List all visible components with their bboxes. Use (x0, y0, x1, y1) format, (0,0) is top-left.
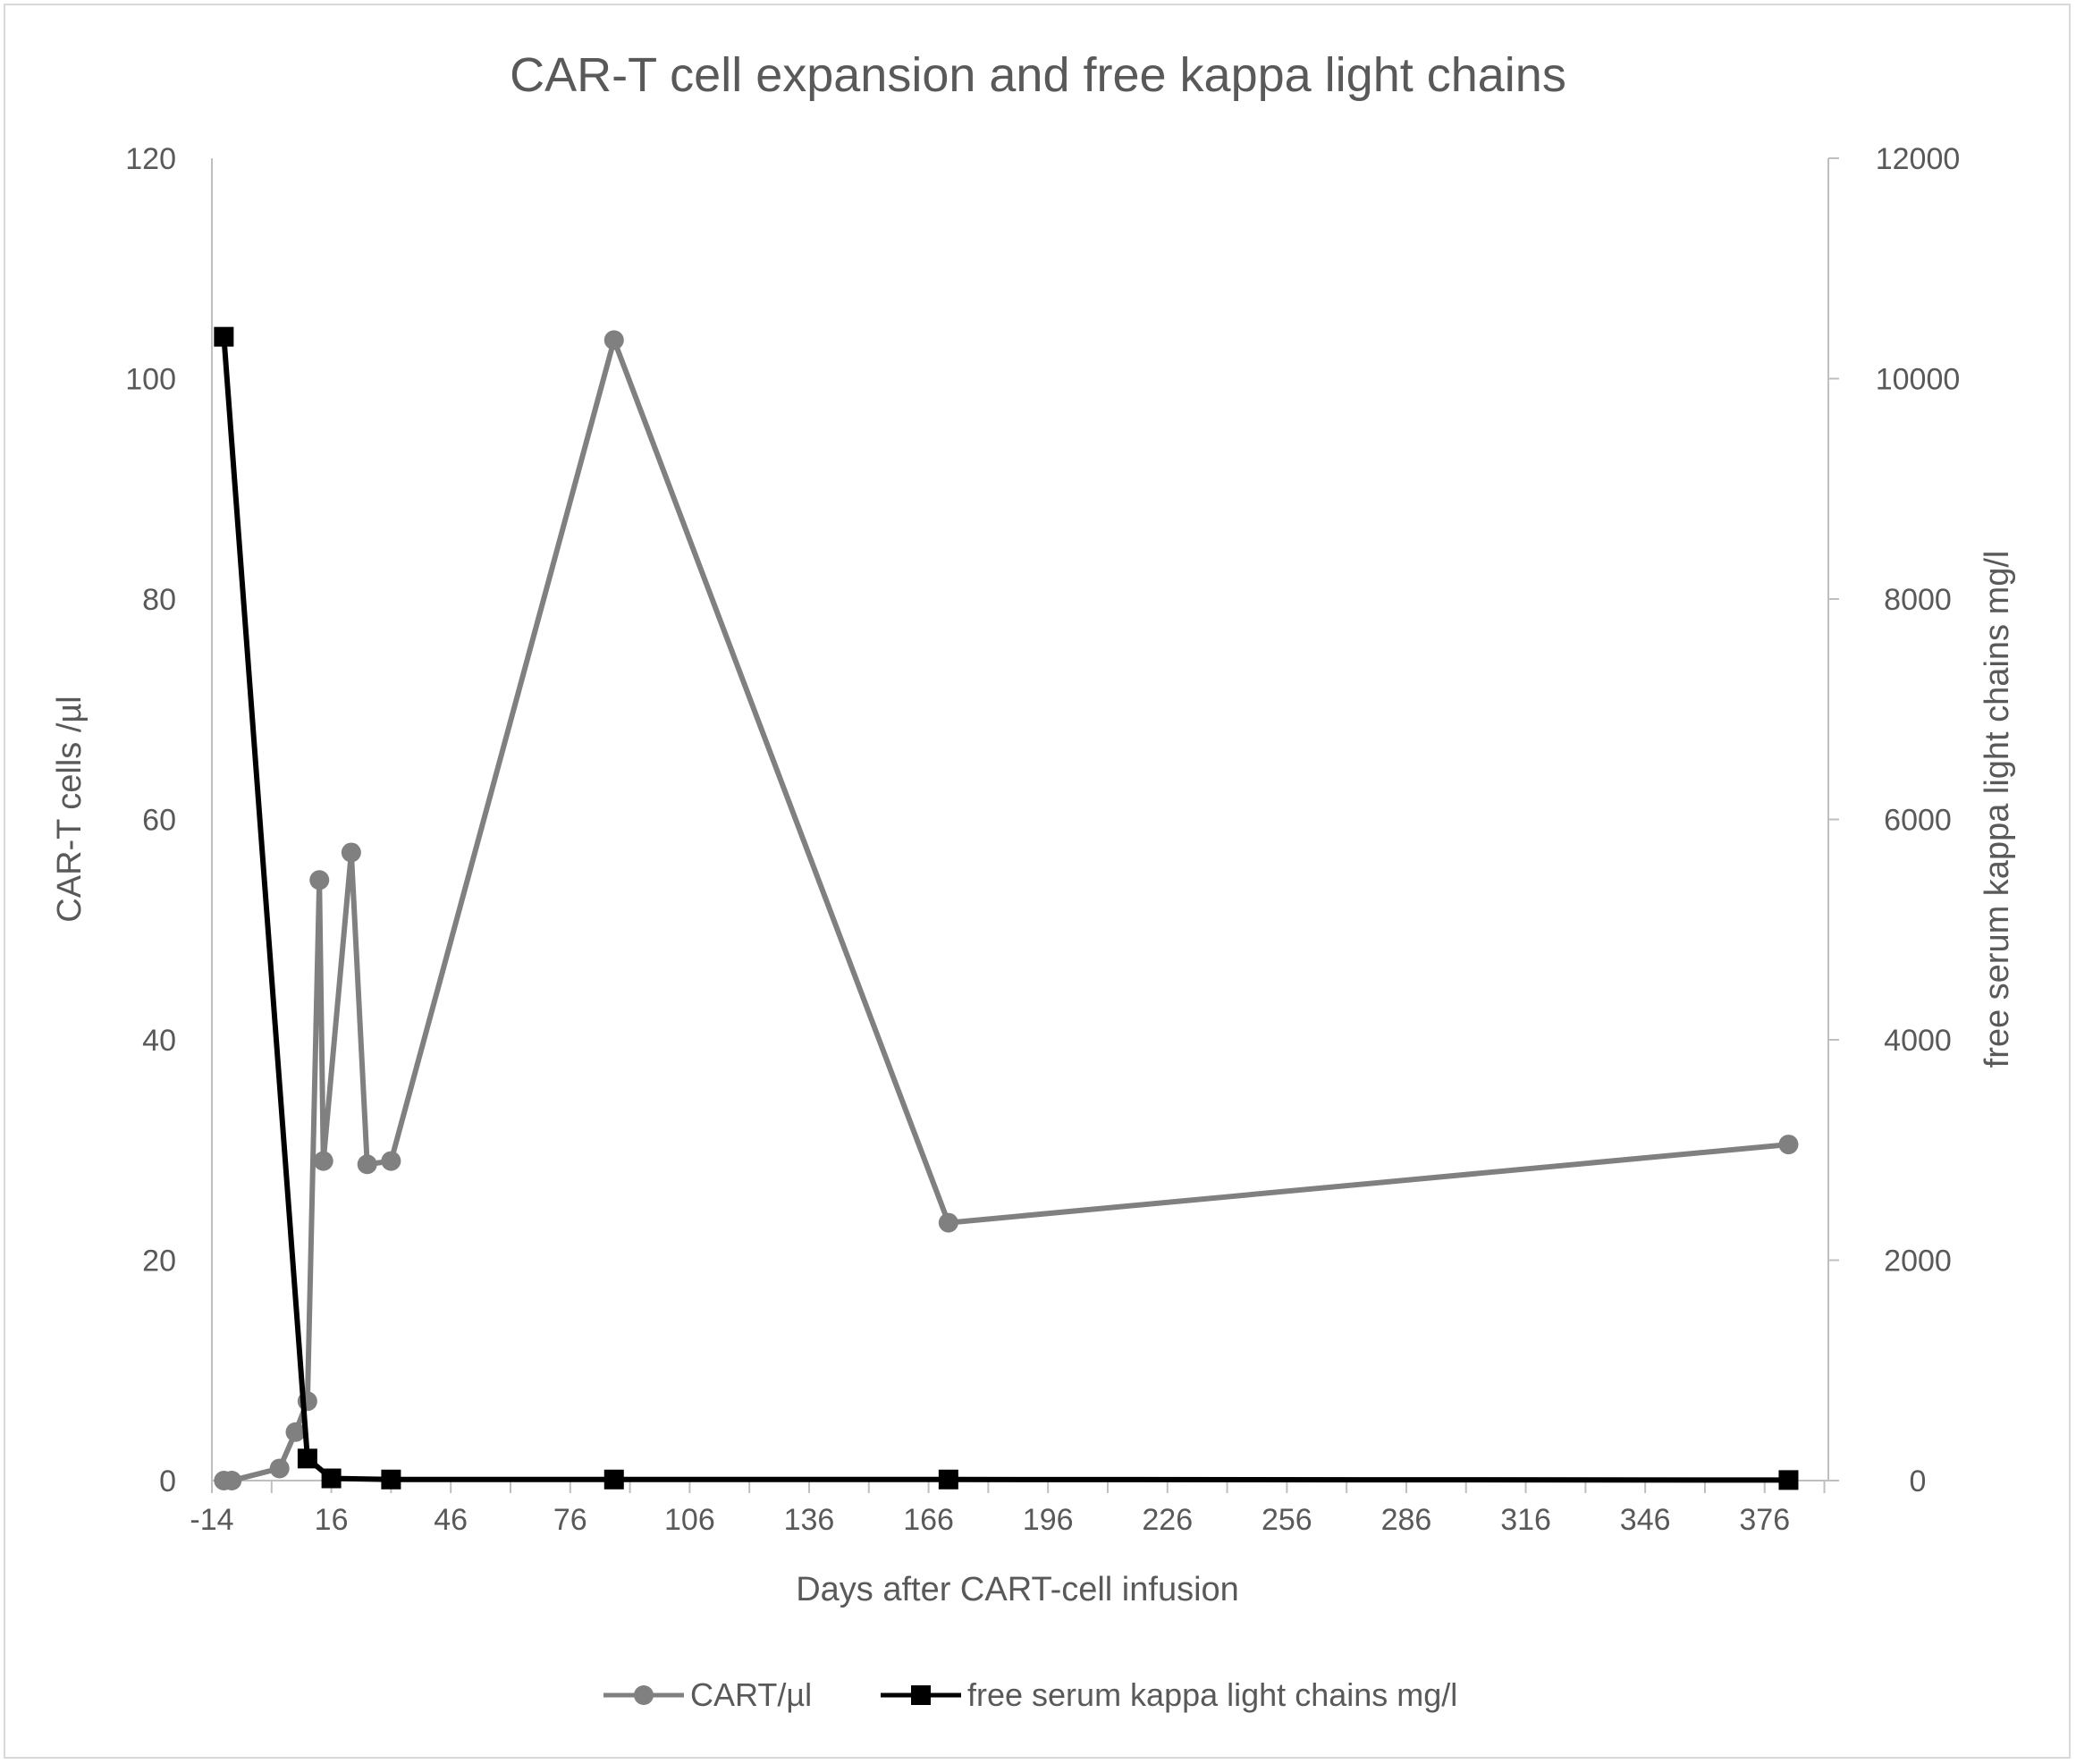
cart-data-point (313, 1151, 333, 1171)
x-tick-label: 316 (1500, 1503, 1551, 1537)
y-tick-label: 20 (142, 1245, 176, 1279)
y-tick-label: 80 (142, 583, 176, 617)
x-tick-label: 196 (1023, 1503, 1074, 1537)
cart-data-point (222, 1471, 242, 1490)
cart-data-point (357, 1154, 377, 1175)
y2-tick-label: 12000 (1876, 142, 1961, 176)
legend-swatch-kappa-marker (911, 1685, 931, 1705)
y-axis-title: CAR-T cells /µl (51, 696, 89, 922)
x-tick-label: 376 (1739, 1503, 1790, 1537)
kappa-data-point (381, 1469, 401, 1490)
y2-tick-label: 6000 (1884, 804, 1952, 838)
plot-area (214, 326, 1799, 1490)
y2-tick-label: 0 (1910, 1464, 1927, 1498)
x-axis-title: Days after CART-cell infusion (796, 1571, 1239, 1608)
x-tick-label: 166 (903, 1503, 954, 1537)
y2-tick-label: 2000 (1884, 1245, 1952, 1279)
cart-data-point (1778, 1135, 1799, 1155)
kappa-data-point (938, 1469, 958, 1490)
x-tick-label: 286 (1381, 1503, 1432, 1537)
legend-item-cart: CART/µl (603, 1676, 812, 1713)
x-tick-label: 76 (553, 1503, 587, 1537)
cart-series-line (224, 337, 1789, 1483)
y-tick-label: 100 (125, 363, 176, 397)
cart-data-point (381, 1151, 401, 1171)
legend-label-kappa: free serum kappa light chains mg/l (967, 1676, 1457, 1713)
x-tick-label: 256 (1262, 1503, 1312, 1537)
x-tick-label: 16 (315, 1503, 349, 1537)
y-tick-label: 120 (125, 142, 176, 176)
x-tick-label: 226 (1142, 1503, 1193, 1537)
x-tick-label: 46 (434, 1503, 468, 1537)
x-tick-label: 346 (1620, 1503, 1671, 1537)
cart-data-point (285, 1422, 306, 1442)
y2-axis-title: free serum kappa light chains mg/l (1979, 551, 2016, 1068)
legend-label-cart: CART/µl (690, 1676, 812, 1713)
x-tick-label: -14 (190, 1503, 233, 1537)
chart-title: CAR-T cell expansion and free kappa ligh… (510, 48, 1566, 102)
cart-data-point (603, 330, 624, 350)
y2-tick-label: 4000 (1884, 1024, 1952, 1058)
cart-data-point (341, 842, 361, 863)
x-tick-label: 136 (784, 1503, 835, 1537)
kappa-data-point (603, 1469, 624, 1490)
y-tick-label: 40 (142, 1024, 176, 1058)
y-tick-label: 60 (142, 804, 176, 838)
y2-tick-label: 10000 (1876, 363, 1961, 397)
kappa-data-point (297, 1448, 317, 1469)
kappa-data-point (214, 326, 234, 347)
y2-tick-label: 8000 (1884, 583, 1952, 617)
kappa-data-point (321, 1468, 342, 1489)
cart-data-point (269, 1458, 290, 1479)
legend-swatch-cart-marker (634, 1685, 654, 1705)
axes: 0 20 40 60 80 100 120 0 2000 4000 6000 8000 10000 120… (125, 142, 1960, 1537)
legend-item-kappa: free serum kappa light chains mg/l (881, 1676, 1457, 1713)
x-tick-label: 106 (664, 1503, 715, 1537)
cart-data-point (309, 870, 330, 890)
legend: CART/µl free serum kappa light chains mg… (603, 1676, 1457, 1713)
y-tick-label: 0 (159, 1464, 176, 1498)
kappa-data-point (1778, 1470, 1799, 1490)
cart-data-point (938, 1212, 958, 1233)
